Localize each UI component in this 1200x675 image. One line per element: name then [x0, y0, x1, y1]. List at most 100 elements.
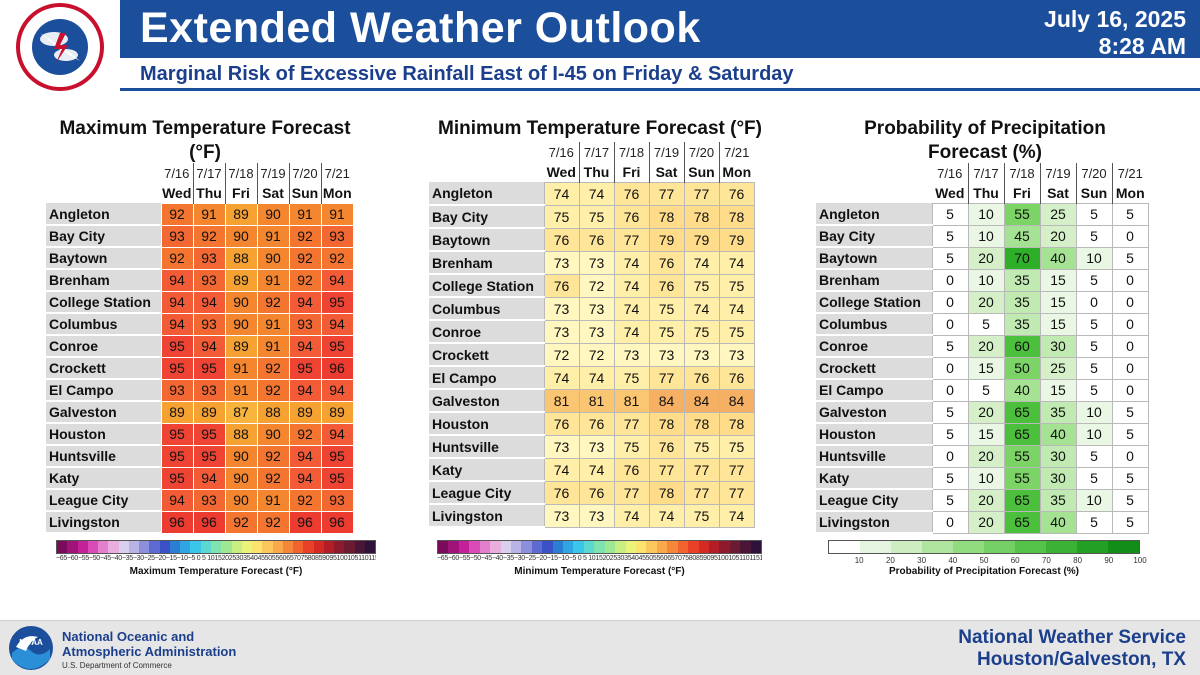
colorbar-swatch	[334, 541, 345, 553]
value-cell: 76	[648, 273, 685, 298]
value-cell: 79	[648, 227, 685, 252]
value-cell: 90	[224, 224, 258, 248]
colorbar-swatch	[708, 541, 720, 553]
table-row: Baytown 92 93 88 90 92 92	[46, 246, 354, 270]
value-cell: 89	[224, 334, 258, 358]
pop-title: Probability of Precipitation Forecast (%…	[864, 118, 1106, 163]
value-cell: 88	[256, 400, 290, 424]
value-cell: 77	[613, 411, 650, 436]
colorbar-tick-label: 30	[917, 556, 927, 565]
value-cell: 78	[683, 204, 720, 229]
value-cell: 93	[192, 488, 226, 512]
value-cell: 92	[256, 378, 290, 402]
value-cell: 20	[967, 400, 1005, 424]
colorbar-swatch	[479, 541, 491, 553]
value-cell: 94	[320, 422, 354, 446]
value-cell: 74	[543, 365, 580, 390]
value-cell: 5	[1075, 466, 1113, 490]
colorbar-swatch	[200, 541, 211, 553]
value-cell: 92	[288, 488, 322, 512]
table-row: Conroe 73 73 74 75 75 75	[429, 319, 755, 344]
value-cell: 78	[648, 411, 685, 436]
value-cell: 93	[320, 488, 354, 512]
value-cell: 10	[967, 466, 1005, 490]
value-cell: 73	[683, 342, 720, 367]
day-header: Sun	[683, 162, 719, 182]
value-cell: 0	[1075, 290, 1113, 314]
table-row: Crockett 95 95 91 92 95 96	[46, 356, 354, 380]
value-cell: 93	[288, 312, 322, 336]
city-name: Crockett	[429, 343, 544, 367]
city-name: College Station	[46, 291, 161, 314]
value-cell: 74	[578, 457, 615, 482]
value-cell: 94	[320, 378, 354, 402]
value-cell: 94	[288, 334, 322, 358]
value-cell: 96	[320, 510, 354, 534]
value-cell: 78	[683, 411, 720, 436]
city-name: Baytown	[46, 247, 161, 270]
table-row: College Station 0 20 35 15 0 0	[816, 290, 1149, 314]
colorbar-swatch	[190, 541, 201, 553]
pop-colorbar	[828, 540, 1140, 554]
table-row: Bay City 5 10 45 20 5 0	[816, 224, 1149, 248]
colorbar-swatch	[984, 541, 1015, 553]
date-header: 7/16	[548, 144, 574, 160]
city-name: Baytown	[816, 247, 932, 270]
city-name: League City	[816, 489, 932, 512]
table-row: College Station 76 72 74 76 75 75	[429, 273, 755, 298]
city-name: Huntsville	[816, 445, 932, 468]
value-cell: 5	[931, 422, 969, 446]
min-temp-colorbar-ticks: −65−60−55−50−45−40−35−30−25−20−15−10−5 0…	[437, 555, 762, 562]
value-cell: 20	[967, 510, 1005, 534]
colorbar-swatch	[139, 541, 150, 553]
table-row: Katy 74 74 76 77 77 77	[429, 457, 755, 482]
colorbar-tick-label: 100	[1133, 556, 1147, 565]
day-header: Mon	[320, 183, 353, 203]
value-cell: 5	[967, 378, 1005, 402]
day-header: Sat	[256, 183, 289, 203]
table-row: Brenham 94 93 89 91 92 94	[46, 268, 354, 292]
value-cell: 95	[320, 334, 354, 358]
date-header: 7/16	[937, 165, 963, 181]
value-cell: 74	[613, 296, 650, 321]
value-cell: 73	[718, 342, 755, 367]
city-name: El Campo	[46, 379, 161, 402]
value-cell: 0	[931, 290, 969, 314]
min-temp-title: Minimum Temperature Forecast (°F)	[438, 118, 762, 139]
colorbar-swatch	[860, 541, 891, 553]
value-cell: 94	[160, 290, 194, 314]
value-cell: 92	[288, 268, 322, 292]
date-header: 7/20	[1075, 163, 1112, 183]
value-cell: 91	[256, 224, 290, 248]
value-cell: 35	[1039, 488, 1077, 512]
day-header: Fri	[224, 183, 257, 203]
value-cell: 72	[578, 342, 615, 367]
value-cell: 20	[967, 444, 1005, 468]
value-cell: 94	[320, 312, 354, 336]
value-cell: 5	[1075, 268, 1113, 292]
city-name: Columbus	[816, 313, 932, 336]
value-cell: 5	[931, 224, 969, 248]
value-cell: 96	[160, 510, 194, 534]
max-temp-colorbar	[56, 540, 376, 554]
city-name: Livingston	[46, 511, 161, 534]
value-cell: 81	[613, 388, 650, 413]
table-row: Huntsville 0 20 55 30 5 0	[816, 444, 1149, 468]
value-cell: 25	[1039, 202, 1077, 226]
city-name: Katy	[429, 458, 544, 482]
colorbar-swatch	[293, 541, 304, 553]
value-cell: 90	[224, 466, 258, 490]
value-cell: 90	[256, 202, 290, 226]
value-cell: 45	[1003, 224, 1041, 248]
value-cell: 94	[160, 488, 194, 512]
value-cell: 92	[288, 246, 322, 270]
colorbar-swatch	[87, 541, 99, 553]
value-cell: 73	[543, 296, 580, 321]
value-cell: 73	[543, 503, 580, 528]
value-cell: 70	[1003, 246, 1041, 270]
value-cell: 74	[613, 250, 650, 275]
value-cell: 91	[288, 202, 322, 226]
value-cell: 95	[320, 466, 354, 490]
city-name: Huntsville	[429, 435, 544, 459]
value-cell: 74	[613, 503, 650, 528]
